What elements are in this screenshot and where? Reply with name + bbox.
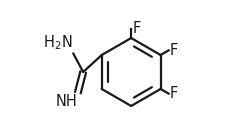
Text: NH: NH (55, 94, 77, 109)
Text: H$_2$N: H$_2$N (43, 33, 73, 52)
Text: F: F (170, 86, 178, 101)
Text: F: F (170, 43, 178, 58)
Text: F: F (132, 21, 141, 36)
